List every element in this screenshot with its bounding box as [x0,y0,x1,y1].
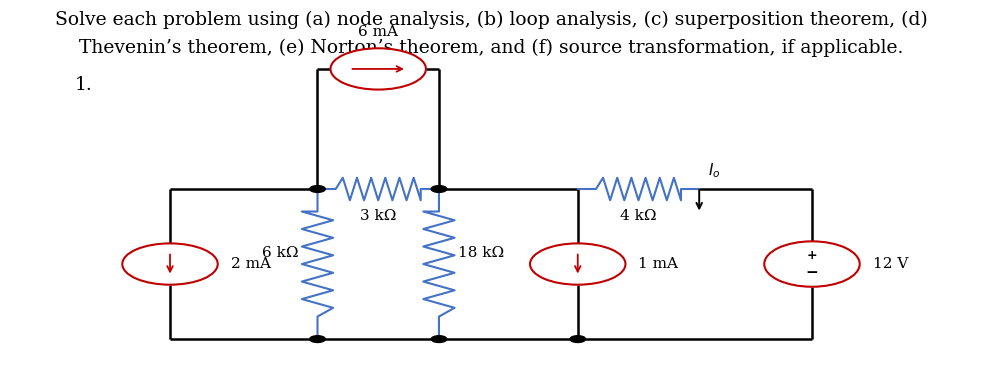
Ellipse shape [764,241,859,287]
Text: −: − [805,265,818,280]
Circle shape [309,336,325,342]
Text: 2 mA: 2 mA [231,257,271,271]
Text: $I_o$: $I_o$ [708,161,721,180]
Text: 1 mA: 1 mA [638,257,679,271]
Ellipse shape [123,243,218,285]
Text: Solve each problem using (a) node analysis, (b) loop analysis, (c) superposition: Solve each problem using (a) node analys… [55,11,927,29]
Text: 12 V: 12 V [873,257,908,271]
Ellipse shape [331,48,426,90]
Circle shape [431,186,447,192]
Circle shape [570,336,585,342]
Ellipse shape [530,243,626,285]
Text: 6 mA: 6 mA [358,25,399,39]
Text: 3 kΩ: 3 kΩ [360,209,397,223]
Circle shape [431,336,447,342]
Text: 18 kΩ: 18 kΩ [458,246,504,260]
Text: Thevenin’s theorem, (e) Norton’s theorem, and (f) source transformation, if appl: Thevenin’s theorem, (e) Norton’s theorem… [79,39,903,57]
Text: 6 kΩ: 6 kΩ [262,246,299,260]
Text: +: + [806,249,817,262]
Circle shape [309,186,325,192]
Text: 4 kΩ: 4 kΩ [621,209,657,223]
Text: 1.: 1. [75,76,92,94]
